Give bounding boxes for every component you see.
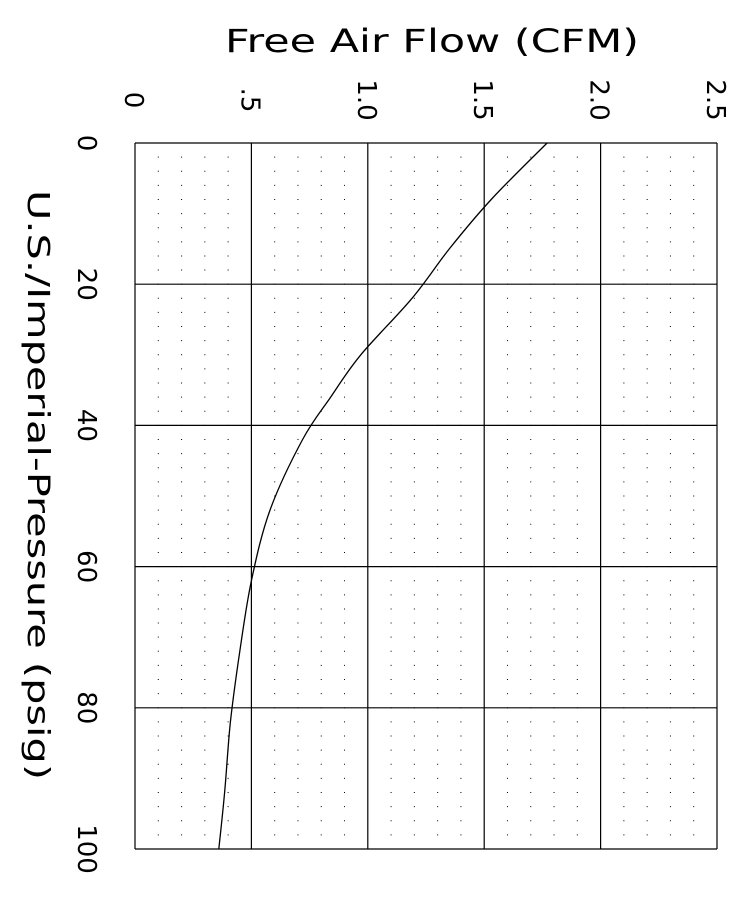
y-tick-label: 0: [71, 135, 101, 152]
y-tick-label: 100: [71, 824, 101, 874]
major-grid: [134, 142, 718, 850]
x-tick-label: 2.0: [584, 79, 614, 120]
x-tick-label: .5: [234, 88, 264, 113]
x-tick-label: 0: [118, 92, 148, 109]
y-tick-label: 20: [71, 268, 101, 301]
y-tick-label: 80: [71, 691, 101, 724]
y-tick-label: 40: [71, 409, 101, 442]
x-axis-label: Free Air Flow (CFM): [225, 22, 639, 60]
x-tick-label: 1.0: [351, 79, 381, 120]
x-tick-label: 2.5: [700, 79, 730, 120]
y-tick-label: 60: [71, 550, 101, 583]
tick-labels: 0 .5 1.0 1.5 2.0 2.5 0 20 40 60 80 100: [71, 79, 730, 874]
y-axis-label: U.S./Imperial-Pressure (psig): [20, 190, 55, 780]
curve-layer: [218, 142, 548, 850]
minor-grid: [157, 143, 695, 849]
x-tick-label: 1.5: [467, 79, 497, 120]
flow-curve: [218, 142, 548, 850]
